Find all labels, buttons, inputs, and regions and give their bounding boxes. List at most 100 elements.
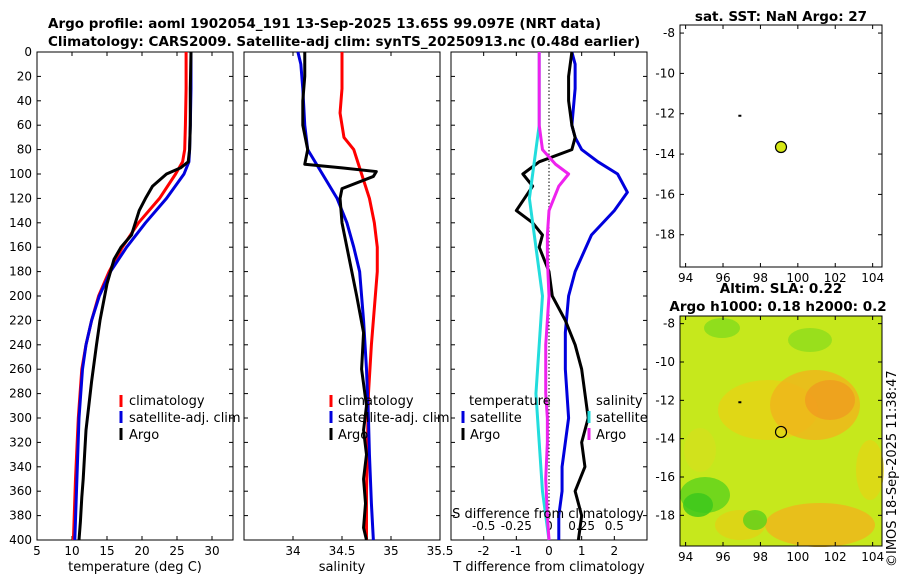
map-x-tick-label: 94 [678,550,693,564]
temperature-plot-frame [36,51,234,541]
map-y-tick-label: -8 [663,317,675,331]
y-tick-label: 20 [17,69,32,83]
legend-t-argo: Argo [470,428,500,443]
map-x-tick-label: 102 [824,271,847,285]
island-marker [738,114,742,117]
s-tick-label: 0.5 [605,519,624,533]
difference-s-xlabel: S difference from climatology [452,507,644,522]
map-y-tick-label: -16 [655,470,675,484]
sla-map-field [680,318,884,547]
x-tick-label: 20 [134,544,149,558]
map-x-tick-label: 104 [861,271,884,285]
series-line-s-argo [537,52,571,541]
map-x-tick-label: 98 [753,550,768,564]
x-tick-label: 30 [204,544,219,558]
map-y-tick-label: -12 [655,393,675,407]
map-x-tick-label: 102 [824,550,847,564]
x-tick-label: 35 [383,544,398,558]
sst-map-title: sat. SST: NaN Argo: 27 [695,9,867,25]
map-y-tick-label: -18 [655,508,675,522]
temperature-legend: climatology satellite-adj. clim Argo [119,394,241,443]
difference-legend: temperature satellite Argo salinity sate… [461,394,648,443]
map-x-tick-label: 96 [715,271,730,285]
legend-s-satellite: satellite [596,411,648,426]
legend-temperature-title: temperature [469,394,551,409]
legend-climatology: climatology [129,394,205,409]
sla-map-frame [679,315,883,547]
legend-argo: Argo [129,428,159,443]
legend-t-satellite: satellite [470,411,522,426]
x-tick-label: -1 [510,544,522,558]
x-tick-label: 25 [169,544,184,558]
y-tick-label: 320 [9,435,32,449]
x-tick-label: 15 [99,544,114,558]
x-tick-label: 34.5 [329,544,356,558]
series-line-argo [77,51,193,541]
x-tick-label: 35.5 [427,544,454,558]
x-tick-label: 34 [285,544,300,558]
legend-climatology: climatology [338,394,414,409]
y-tick-label: 380 [9,509,32,523]
legend-argo: Argo [338,428,368,443]
legend-satellite: satellite-adj. clim [338,411,450,426]
y-tick-label: 220 [9,313,32,327]
s-tick-label: -0.5 [472,519,495,533]
legend-satellite: satellite-adj. clim [129,411,241,426]
sla-map-title-line2: Argo h1000: 0.18 h2000: 0.2 [669,299,886,315]
map-y-tick-label: -8 [663,26,675,40]
x-tick-label: 10 [64,544,79,558]
legend-s-argo: Argo [596,428,626,443]
imos-watermark: ©IMOS 18-Sep-2025 11:38:47 [885,370,900,567]
map-x-tick-label: 100 [786,550,809,564]
y-tick-label: 200 [9,289,32,303]
island-marker [738,401,742,404]
series-line-argo [301,52,378,541]
map-x-tick-label: 100 [786,271,809,285]
map-x-tick-label: 94 [678,271,693,285]
figure-title-line2: Climatology: CARS2009. Satellite-adj cli… [48,34,640,50]
y-tick-label: 0 [24,45,32,59]
y-tick-label: 180 [9,265,32,279]
map-y-tick-label: -10 [655,66,675,80]
salinity-legend: climatology satellite-adj. clim Argo [329,394,450,443]
x-tick-label: 5 [33,544,41,558]
s-tick-label: -0.25 [501,519,532,533]
y-tick-label: 120 [9,191,32,205]
x-tick-label: -2 [478,544,490,558]
plot-layer: 5 10 15 20 25 3002040608010012014016018020022… [9,25,884,564]
map-y-tick-label: -18 [655,228,675,242]
map-y-tick-label: -16 [655,187,675,201]
map-y-tick-label: -12 [655,107,675,121]
y-tick-label: 160 [9,240,32,254]
x-tick-label: 1 [578,544,586,558]
series-line-t-argo [514,51,590,541]
map-y-tick-label: -14 [655,147,675,161]
y-tick-label: 40 [17,94,32,108]
y-tick-label: 300 [9,411,32,425]
y-tick-label: 340 [9,460,32,474]
map-x-tick-label: 96 [715,550,730,564]
map-y-tick-label: -14 [655,432,675,446]
y-tick-label: 80 [17,143,32,157]
y-tick-label: 280 [9,387,32,401]
argo-float-marker [774,140,788,154]
map-x-tick-label: 104 [861,550,884,564]
map-x-tick-label: 98 [753,271,768,285]
sla-map-title-line1: Altim. SLA: 0.22 [720,281,842,297]
y-tick-label: 400 [9,533,32,547]
salinity-xlabel: salinity [319,560,366,575]
temperature-xlabel: temperature (deg C) [68,560,202,575]
difference-xlabel: T difference from climatology [452,560,645,575]
y-tick-label: 360 [9,484,32,498]
legend-salinity-title: salinity [596,394,643,409]
x-tick-label: 2 [611,544,619,558]
figure-title-line1: Argo profile: aoml 1902054_191 13-Sep-20… [48,16,601,32]
y-tick-label: 100 [9,167,32,181]
y-tick-label: 60 [17,118,32,132]
x-tick-label: 0 [545,544,553,558]
y-tick-label: 260 [9,362,32,376]
y-tick-label: 140 [9,216,32,230]
argo-float-marker [774,425,788,439]
y-tick-label: 240 [9,338,32,352]
